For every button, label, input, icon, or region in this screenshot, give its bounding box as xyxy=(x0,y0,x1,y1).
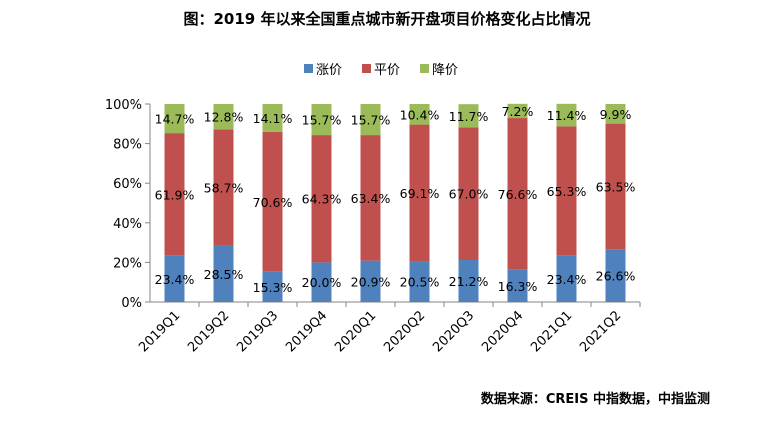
bar-segment xyxy=(213,129,234,246)
data-label: 23.4% xyxy=(547,272,587,287)
data-label: 63.4% xyxy=(351,191,391,206)
bar-segment xyxy=(360,260,381,302)
data-label: 67.0% xyxy=(449,187,489,202)
bar-segment xyxy=(507,103,528,119)
bar-segment xyxy=(262,104,283,132)
data-label: 26.6% xyxy=(596,269,636,284)
bar-segment xyxy=(213,245,234,302)
legend-swatch xyxy=(362,64,371,73)
x-tick-label: 2020Q3 xyxy=(430,308,477,355)
x-tick-label: 2020Q1 xyxy=(332,308,379,355)
bar-segment xyxy=(360,104,381,136)
x-tick-label: 2019Q1 xyxy=(136,308,183,355)
plot-area: 0% 20% 40% 60% 80% 100% 2019Q1 23.4% 61.9% 14.7% 2… xyxy=(105,98,641,355)
data-label: 20.0% xyxy=(302,275,342,290)
bar-segment xyxy=(262,271,283,302)
y-tick-label: 80% xyxy=(113,138,142,153)
y-tick-label: 100% xyxy=(105,98,142,113)
chart-title: 图：2019 年以来全国重点城市新开盘项目价格变化占比情况 xyxy=(184,10,591,28)
data-label: 76.6% xyxy=(498,187,538,202)
data-label: 14.7% xyxy=(155,112,195,127)
x-tick-label: 2019Q3 xyxy=(234,308,281,355)
bar-segment xyxy=(556,126,577,256)
data-label: 63.5% xyxy=(596,179,636,194)
y-tick-label: 0% xyxy=(121,296,142,311)
source-note: 数据来源：CREIS 中指数据，中指监测 xyxy=(481,391,710,407)
data-label: 9.9% xyxy=(600,107,632,122)
legend-label: 涨价 xyxy=(316,63,342,78)
bar-segment xyxy=(605,249,626,302)
data-label: 28.5% xyxy=(204,267,244,282)
data-label: 64.3% xyxy=(302,192,342,207)
bar-segment xyxy=(507,118,528,270)
data-label: 23.4% xyxy=(155,272,195,287)
data-label: 12.8% xyxy=(204,110,244,125)
x-tick-label: 2019Q4 xyxy=(283,308,330,355)
y-tick-label: 40% xyxy=(113,217,142,232)
data-label: 69.1% xyxy=(400,186,440,201)
x-tick-label: 2020Q2 xyxy=(381,308,428,355)
legend: 涨价 平价 降价 xyxy=(304,63,458,78)
bar-segment xyxy=(360,135,381,261)
x-tick-label: 2020Q4 xyxy=(479,308,526,355)
data-label: 20.9% xyxy=(351,274,391,289)
bar-segment xyxy=(556,103,577,127)
bar-segment xyxy=(164,133,185,256)
bar-segment xyxy=(409,104,430,125)
data-label: 15.3% xyxy=(253,280,293,295)
bar-segment xyxy=(605,123,626,250)
data-label: 61.9% xyxy=(155,187,195,202)
bar-segment xyxy=(605,104,626,124)
data-label: 70.6% xyxy=(253,195,293,210)
bar-segment xyxy=(458,260,479,302)
legend-swatch xyxy=(420,64,429,73)
bar-segment xyxy=(409,261,430,302)
legend-label: 降价 xyxy=(432,63,458,78)
data-label: 15.7% xyxy=(302,113,342,128)
bar-segment xyxy=(556,255,577,302)
y-tick-label: 60% xyxy=(113,177,142,192)
x-tick-label: 2021Q1 xyxy=(528,308,575,355)
data-label: 11.4% xyxy=(547,108,587,123)
data-label: 21.2% xyxy=(449,274,489,289)
data-label: 7.2% xyxy=(502,104,534,119)
bar-segment xyxy=(409,124,430,262)
legend-label: 平价 xyxy=(374,63,400,78)
x-tick-label: 2021Q2 xyxy=(577,308,624,355)
y-tick-label: 20% xyxy=(113,256,142,271)
data-label: 16.3% xyxy=(498,279,538,294)
bar-segment xyxy=(458,104,479,128)
data-label: 10.4% xyxy=(400,107,440,122)
x-tick-label: 2019Q2 xyxy=(185,308,232,355)
data-label: 65.3% xyxy=(547,184,587,199)
bar-segment xyxy=(311,135,332,263)
bar-segment xyxy=(262,131,283,272)
bar-segment xyxy=(213,104,234,130)
bar-segment xyxy=(507,269,528,302)
bar-segment xyxy=(164,104,185,134)
bar-segment xyxy=(458,127,479,261)
data-label: 14.1% xyxy=(253,111,293,126)
bar-segment xyxy=(311,104,332,136)
data-label: 11.7% xyxy=(449,109,489,124)
data-label: 15.7% xyxy=(351,113,391,128)
legend-swatch xyxy=(304,64,313,73)
data-label: 20.5% xyxy=(400,275,440,290)
bar-segment xyxy=(164,255,185,302)
bar-segment xyxy=(311,262,332,302)
data-label: 58.7% xyxy=(204,180,244,195)
